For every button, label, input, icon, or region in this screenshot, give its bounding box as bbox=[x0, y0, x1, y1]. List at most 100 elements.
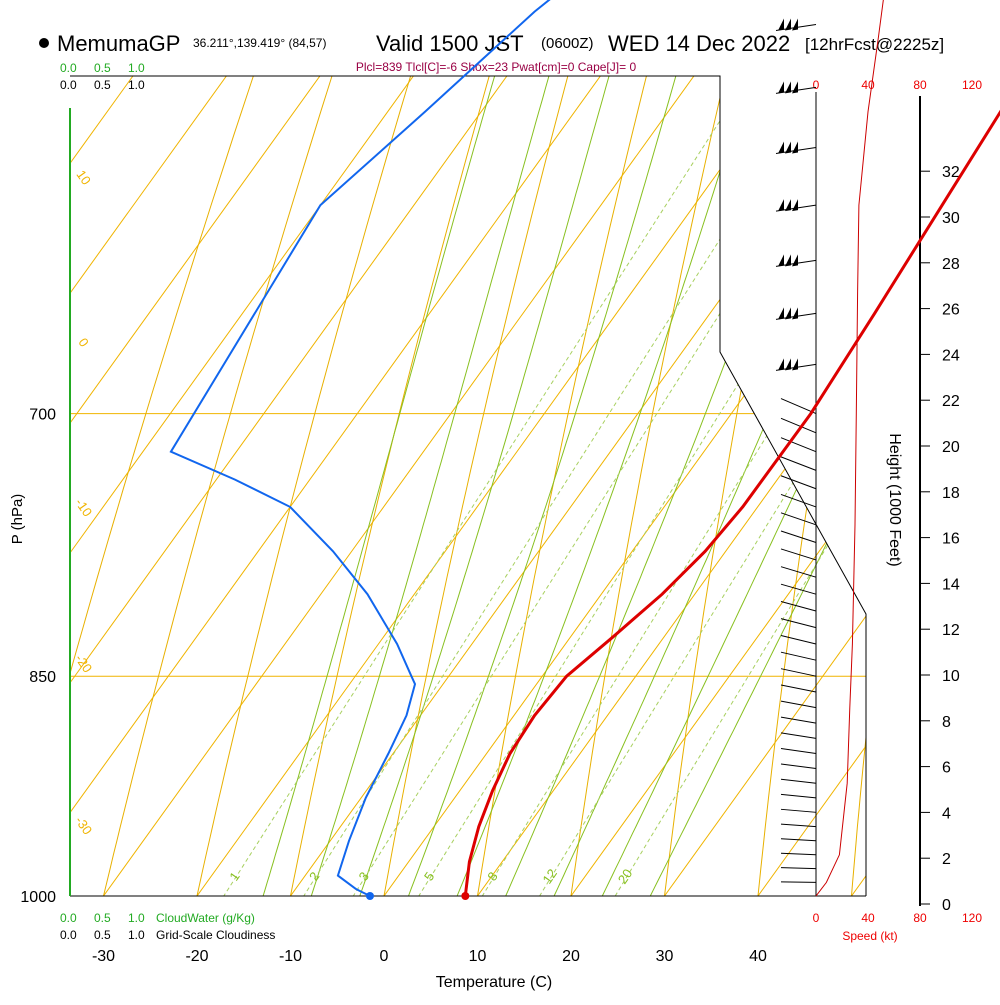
wind-barb bbox=[781, 531, 816, 543]
wind-barb bbox=[781, 701, 816, 708]
adiabat-label: 10 bbox=[739, 360, 770, 391]
isotherm-line bbox=[0, 0, 1000, 962]
moist-adiabat-line bbox=[477, 0, 1000, 962]
barb-shaft bbox=[781, 733, 816, 739]
barb-shaft bbox=[781, 457, 816, 471]
adiabat-label: 30 bbox=[833, 536, 864, 567]
temperature-label: 10 bbox=[469, 948, 487, 965]
barb-flag bbox=[778, 81, 784, 93]
height-label: 4 bbox=[942, 805, 951, 822]
temperature-label: 0 bbox=[380, 948, 389, 965]
moist-adiabat-line bbox=[337, 0, 957, 962]
wind-barb bbox=[781, 748, 816, 753]
mixing-ratio-line bbox=[575, 0, 1000, 962]
wind-speed-profile bbox=[816, 0, 943, 896]
mixing-ratio-label: 20 bbox=[615, 866, 636, 886]
barb-flag bbox=[785, 19, 791, 31]
wind-barb bbox=[776, 142, 816, 154]
speed-tick-bottom: 40 bbox=[861, 911, 875, 925]
speed-tick-bottom: 0 bbox=[813, 911, 820, 925]
barb-shaft bbox=[781, 549, 816, 560]
surface-temperature-marker bbox=[461, 892, 469, 900]
cloud-scale-bottom-1: 0.5 bbox=[94, 911, 111, 925]
wind-barb bbox=[781, 457, 816, 471]
height-axis-title: Height (1000 Feet) bbox=[886, 433, 903, 566]
mixing-ratio-line bbox=[182, 0, 1000, 962]
wind-barb bbox=[781, 779, 816, 783]
barb-shaft bbox=[781, 701, 816, 708]
temperature-label: 30 bbox=[656, 948, 674, 965]
barb-flag bbox=[778, 358, 784, 370]
temperature-label: 40 bbox=[749, 948, 767, 965]
wind-barb bbox=[781, 733, 816, 739]
pressure-label: 700 bbox=[29, 407, 56, 424]
cloud-scale-top-0: 0.0 bbox=[60, 61, 77, 75]
forecast-label: [12hrFcst@2225z] bbox=[805, 35, 944, 54]
speed-tick-bottom: 80 bbox=[913, 911, 927, 925]
valid-utc: (0600Z) bbox=[541, 35, 594, 52]
wind-barb bbox=[776, 199, 816, 211]
barb-shaft bbox=[781, 531, 816, 543]
mixing-ratio-label: 1 bbox=[226, 869, 242, 884]
barb-shaft bbox=[781, 567, 816, 578]
barb-flag bbox=[778, 142, 784, 154]
pressure-label: 1000 bbox=[20, 889, 56, 906]
cloudiness-scale-top-0: 0.0 bbox=[60, 78, 77, 92]
wind-barb bbox=[781, 601, 816, 611]
barb-shaft bbox=[781, 685, 816, 692]
wind-barb bbox=[781, 635, 816, 644]
isotherm-line bbox=[0, 0, 745, 962]
cloudiness-scale-bottom-1: 0.5 bbox=[94, 928, 111, 942]
height-label: 28 bbox=[942, 256, 960, 273]
barb-flag bbox=[785, 142, 791, 154]
wind-barb bbox=[781, 853, 816, 855]
dry-adiabat-line bbox=[0, 0, 669, 962]
barb-shaft bbox=[781, 476, 816, 489]
bottom-cloud-scale: 0.0 0.5 1.0 CloudWater (g/Kg) 0.0 0.5 1.… bbox=[60, 911, 275, 942]
barb-shaft bbox=[781, 601, 816, 611]
cloudiness-scale-top-1: 0.5 bbox=[94, 78, 111, 92]
barb-shaft bbox=[781, 882, 816, 883]
speed-tick-top: 80 bbox=[913, 78, 927, 92]
moist-adiabat-line bbox=[383, 0, 1000, 962]
dry-adiabat-line bbox=[846, 0, 1000, 962]
wind-barb bbox=[781, 882, 816, 883]
valid-date: WED 14 Dec 2022 bbox=[608, 31, 790, 56]
moist-adiabat-line bbox=[430, 0, 1000, 962]
wind-barb bbox=[781, 794, 816, 798]
barb-shaft bbox=[781, 584, 816, 594]
height-label: 26 bbox=[942, 302, 960, 319]
barb-flag bbox=[792, 358, 798, 370]
height-label: 24 bbox=[942, 347, 960, 364]
temperature-label: -30 bbox=[92, 948, 115, 965]
barb-shaft bbox=[781, 809, 816, 812]
wind-barb bbox=[781, 809, 816, 812]
isotherm-line bbox=[149, 0, 1000, 962]
isotherm-line bbox=[0, 0, 1000, 962]
barb-flag bbox=[792, 19, 798, 31]
speed-tick-top: 120 bbox=[962, 78, 982, 92]
isotherm-label: -10 bbox=[72, 495, 95, 519]
station-dot bbox=[39, 38, 49, 48]
cloudiness-scale-bottom-2: 1.0 bbox=[128, 928, 145, 942]
speed-tick-bottom: 120 bbox=[962, 911, 982, 925]
height-label: 20 bbox=[942, 439, 960, 456]
wind-barb bbox=[781, 717, 816, 723]
barb-shaft bbox=[781, 748, 816, 753]
wind-barb bbox=[781, 619, 816, 628]
y-axis-title: P (hPa) bbox=[9, 494, 26, 545]
wind-barb bbox=[781, 764, 816, 769]
height-label: 14 bbox=[942, 576, 960, 593]
height-label: 22 bbox=[942, 393, 960, 410]
barb-flag bbox=[785, 81, 791, 93]
barb-flag bbox=[778, 307, 784, 319]
x-axis-title: Temperature (C) bbox=[436, 974, 552, 991]
barb-flag bbox=[792, 254, 798, 266]
pressure-label: 850 bbox=[29, 669, 56, 686]
